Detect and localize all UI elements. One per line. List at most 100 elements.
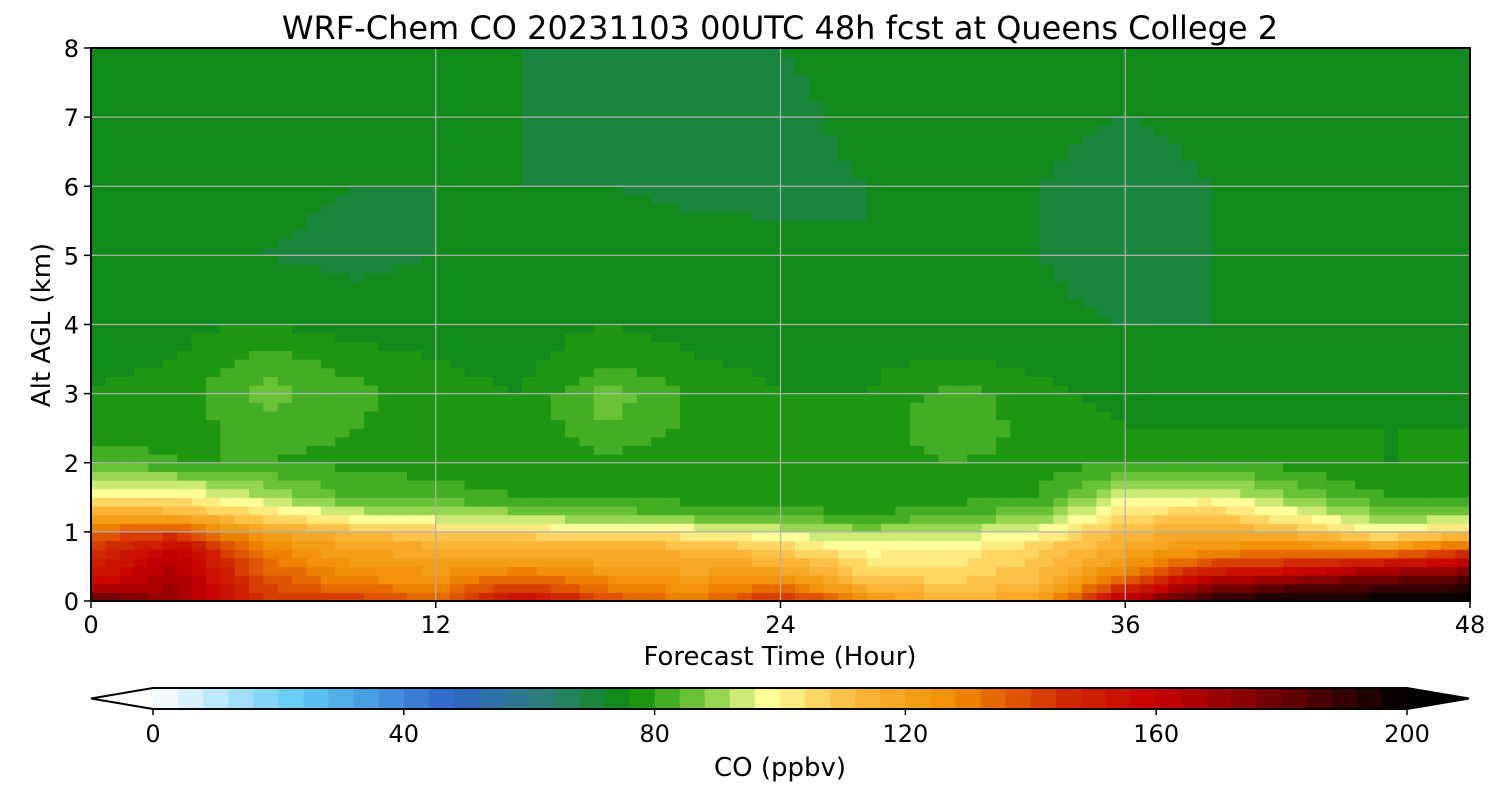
- heatmap-cell: [263, 324, 279, 334]
- heatmap-cell: [450, 168, 466, 179]
- heatmap-cell: [378, 575, 394, 585]
- heatmap-cell: [1426, 410, 1442, 421]
- heatmap-cell: [1082, 454, 1098, 464]
- heatmap-cell: [1398, 238, 1414, 248]
- heatmap-cell: [780, 246, 796, 256]
- heatmap-cell: [162, 307, 178, 317]
- heatmap-cell: [1153, 186, 1169, 196]
- heatmap-cell: [435, 480, 451, 490]
- heatmap-cell: [780, 514, 796, 524]
- heatmap-cell: [507, 402, 523, 412]
- heatmap-cell: [277, 505, 293, 516]
- heatmap-cell: [565, 402, 580, 412]
- heatmap-cell: [723, 246, 738, 256]
- heatmap-cell: [134, 289, 150, 300]
- heatmap-cell: [521, 238, 537, 248]
- heatmap-cell: [234, 264, 250, 274]
- heatmap-cell: [794, 454, 810, 464]
- heatmap-cell: [1067, 384, 1083, 395]
- heatmap-cell: [1383, 531, 1399, 542]
- heatmap-cell: [1082, 151, 1098, 161]
- heatmap-cell: [1398, 445, 1414, 455]
- heatmap-cell: [1383, 445, 1399, 455]
- heatmap-cell: [1383, 194, 1399, 205]
- heatmap-cell: [1125, 220, 1141, 231]
- heatmap-cell: [234, 333, 250, 343]
- heatmap-cell: [1153, 350, 1169, 360]
- heatmap-cell: [924, 281, 940, 291]
- heatmap-cell: [737, 592, 753, 601]
- heatmap-cell: [938, 307, 954, 317]
- heatmap-cell: [148, 315, 164, 326]
- heatmap-cell: [593, 333, 609, 343]
- heatmap-cell: [794, 488, 810, 498]
- heatmap-cell: [852, 583, 868, 593]
- heatmap-cell: [694, 264, 710, 274]
- heatmap-cell: [550, 367, 566, 377]
- heatmap-cell: [148, 592, 164, 601]
- heatmap-cell: [507, 436, 523, 447]
- heatmap-cell: [1398, 419, 1414, 429]
- heatmap-cell: [105, 203, 121, 213]
- heatmap-cell: [335, 488, 351, 498]
- heatmap-cell: [565, 454, 580, 464]
- heatmap-cell: [1010, 514, 1026, 524]
- heatmap-cell: [148, 194, 164, 205]
- heatmap-cell: [952, 480, 968, 490]
- heatmap-cell: [177, 238, 193, 248]
- heatmap-cell: [464, 151, 480, 161]
- heatmap-cell: [306, 393, 322, 403]
- heatmap-cell: [565, 514, 580, 524]
- heatmap-cell: [421, 307, 437, 317]
- heatmap-cell: [809, 341, 825, 352]
- heatmap-cell: [1110, 220, 1126, 231]
- heatmap-cell: [1412, 367, 1428, 377]
- heatmap-cell: [119, 194, 135, 205]
- heatmap-cell: [1024, 410, 1040, 421]
- heatmap-cell: [1197, 488, 1213, 498]
- heatmap-cell: [292, 384, 308, 395]
- heatmap-cell: [1297, 523, 1313, 533]
- heatmap-cell: [1369, 168, 1385, 179]
- heatmap-cell: [91, 497, 106, 507]
- heatmap-cell: [478, 454, 494, 464]
- heatmap-cell: [1297, 471, 1313, 481]
- heatmap-cell: [478, 514, 494, 524]
- heatmap-cell: [1010, 445, 1026, 455]
- heatmap-cell: [1082, 264, 1098, 274]
- heatmap-cell: [1398, 471, 1414, 481]
- heatmap-cell: [1039, 350, 1055, 360]
- heatmap-cell: [493, 264, 509, 274]
- heatmap-cell: [1268, 264, 1284, 274]
- heatmap-cell: [766, 549, 782, 559]
- heatmap-cell: [263, 194, 279, 205]
- heatmap-cell: [1441, 272, 1457, 282]
- heatmap-cell: [464, 281, 480, 291]
- heatmap-cell: [1168, 194, 1184, 205]
- heatmap-cell: [1053, 264, 1069, 274]
- heatmap-cell: [220, 298, 236, 308]
- heatmap-cell: [1283, 505, 1299, 516]
- heatmap-cell: [550, 264, 566, 274]
- heatmap-cell: [1039, 480, 1055, 490]
- heatmap-cell: [292, 229, 308, 239]
- heatmap-cell: [938, 246, 954, 256]
- heatmap-cell: [507, 471, 523, 481]
- heatmap-cell: [177, 212, 193, 222]
- heatmap-cell: [119, 445, 135, 455]
- heatmap-cell: [1125, 203, 1141, 213]
- heatmap-cell: [407, 428, 422, 438]
- heatmap-cell: [866, 393, 882, 403]
- heatmap-cell: [952, 359, 968, 369]
- heatmap-cell: [1455, 289, 1470, 300]
- heatmap-cell: [234, 255, 250, 265]
- heatmap-cell: [1412, 229, 1428, 239]
- heatmap-cell: [536, 177, 552, 187]
- heatmap-cell: [521, 194, 537, 205]
- heatmap-cell: [1268, 324, 1284, 334]
- heatmap-cell: [134, 419, 150, 429]
- heatmap-cell: [464, 315, 480, 326]
- heatmap-cell: [723, 531, 738, 542]
- heatmap-cell: [924, 229, 940, 239]
- heatmap-cell: [1369, 402, 1385, 412]
